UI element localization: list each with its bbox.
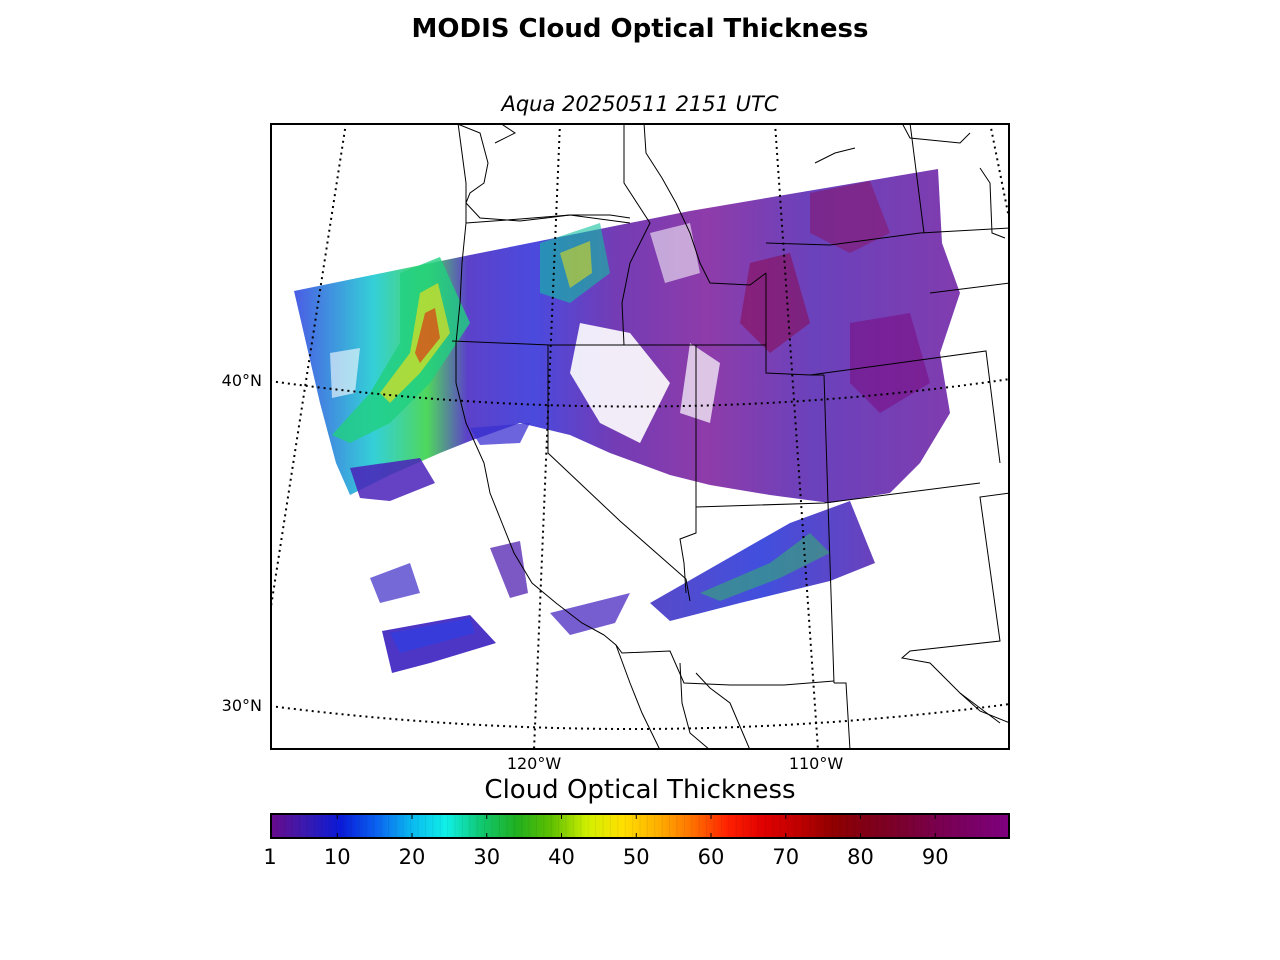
colorbar-tick-label: 1 (263, 845, 277, 869)
lon-label-120w: 120°W (506, 754, 562, 773)
colorbar-tick-label: 30 (473, 845, 501, 869)
colorbar-tick-label: 10 (323, 845, 351, 869)
colorbar-tick-label: 50 (622, 845, 650, 869)
figure-title: MODIS Cloud Optical Thickness (411, 14, 869, 44)
figure-subtitle: Aqua 20250511 2151 UTC (501, 92, 779, 116)
colorbar-tick-label: 20 (398, 845, 426, 869)
political-boundaries (451, 123, 1010, 750)
colorbar-frame (270, 813, 1010, 839)
graticule (270, 123, 1010, 750)
colorbar (270, 813, 1010, 839)
cloud-patches-nevada (350, 423, 530, 501)
colorbar-gradient (270, 813, 1010, 839)
lat-label-40n: 40°N (221, 371, 262, 390)
colorbar-tick-label: 70 (772, 845, 800, 869)
map-panel (270, 123, 1010, 750)
colorbar-tick-label: 90 (921, 845, 949, 869)
colorbar-tick-label: 60 (697, 845, 725, 869)
colorbar-tick-label: 80 (847, 845, 874, 869)
lat-label-30n: 30°N (221, 696, 262, 715)
cloud-swath-north (294, 169, 960, 503)
lon-label-110w: 110°W (788, 754, 844, 773)
colorbar-tick-label: 40 (548, 845, 575, 869)
cloud-swath-south (370, 501, 875, 673)
colorbar-title: Cloud Optical Thickness (484, 775, 796, 805)
map-frame (270, 123, 1010, 750)
